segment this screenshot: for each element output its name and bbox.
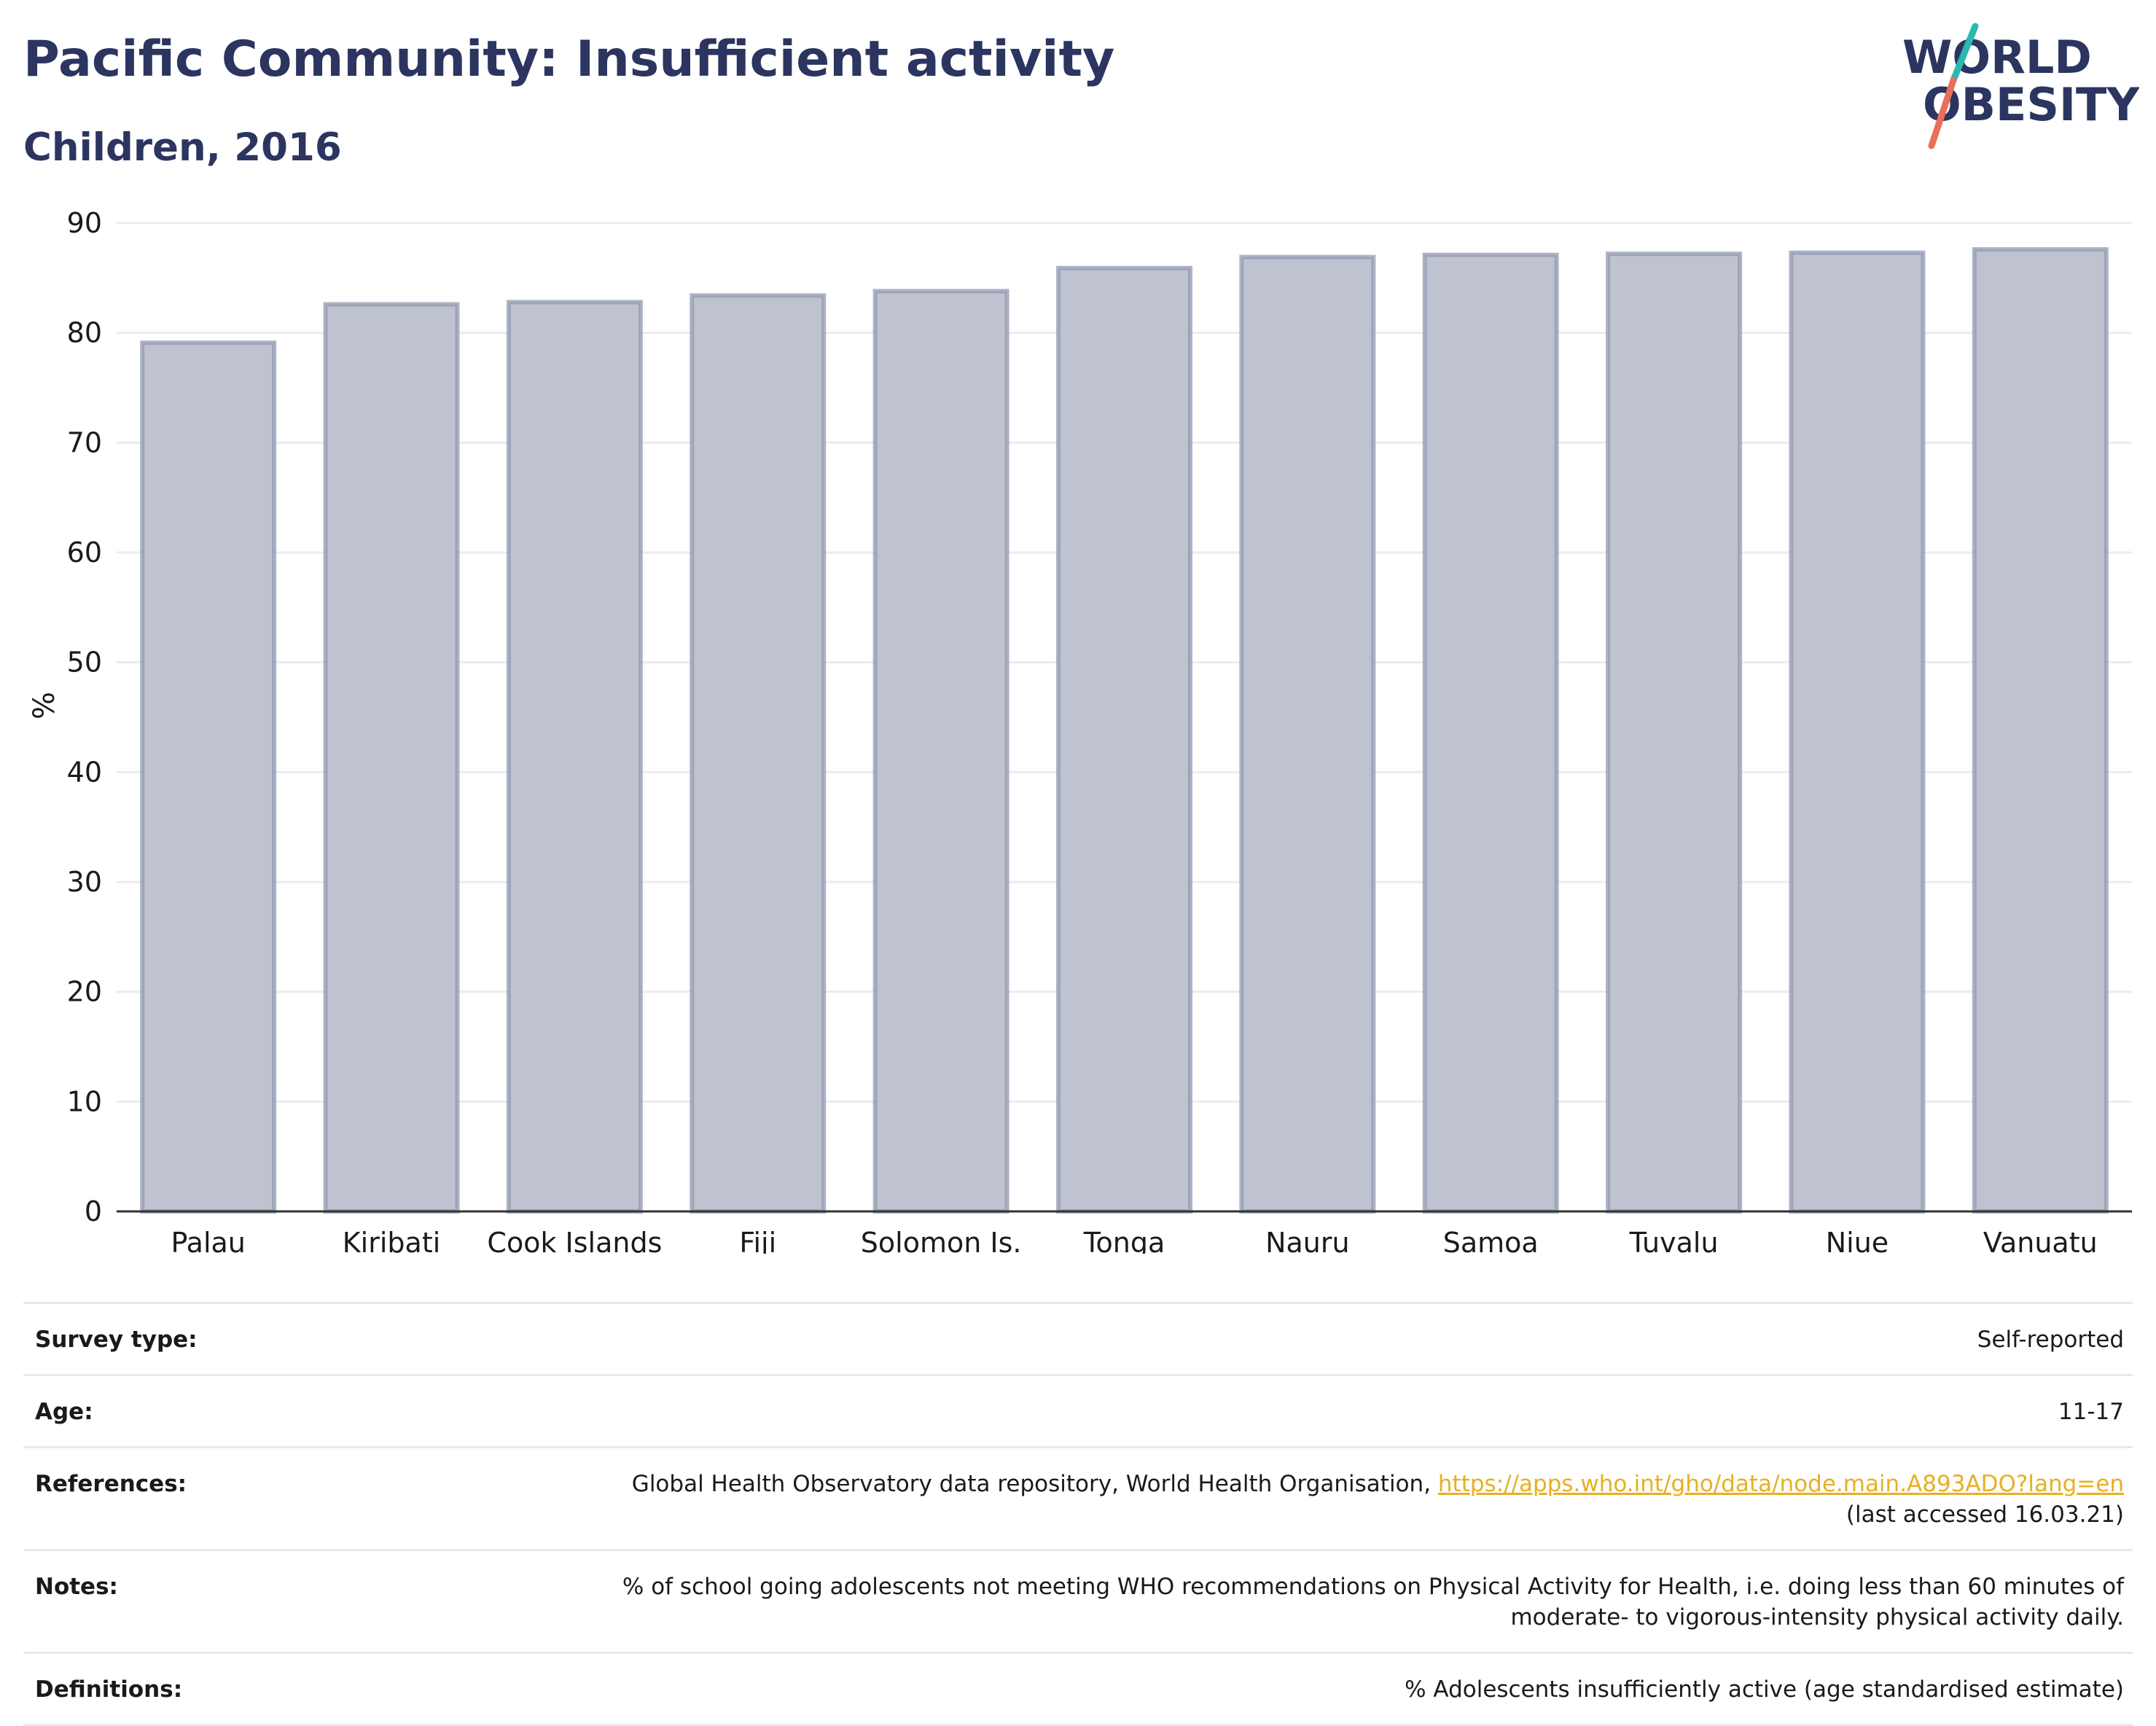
references-label: References: xyxy=(35,1471,187,1497)
chart-subtitle: Children, 2016 xyxy=(23,125,342,170)
notes-value: % of school going adolescents not meetin… xyxy=(622,1574,2124,1631)
bar-chart: 0 10 20 30 40 50 60 70 80 90 Palau Kiribati Cook Isl… xyxy=(28,207,2132,1254)
bar-kiribati xyxy=(323,302,460,1214)
x-tick-label: Kiribati xyxy=(343,1227,441,1254)
x-tick-label: Tonga xyxy=(1083,1227,1165,1254)
references-link[interactable]: https://apps.who.int/gho/data/node.main.… xyxy=(1437,1471,2124,1497)
bar-niue xyxy=(1789,250,1926,1214)
y-tick-label: 70 xyxy=(67,426,102,458)
info-table: Survey type: Self-reported Age: 11-17 Re… xyxy=(23,1302,2133,1726)
references-suffix: (last accessed 16.03.21) xyxy=(1846,1502,2124,1528)
definitions-label: Definitions: xyxy=(35,1676,183,1703)
logo-slash-top xyxy=(1950,23,1979,84)
references-value: Global Health Observatory data repositor… xyxy=(632,1469,2124,1530)
y-tick-label: 10 xyxy=(67,1085,102,1117)
x-tick-label: Vanuatu xyxy=(1983,1227,2098,1254)
bar-vanuatu xyxy=(1972,247,2109,1214)
survey-type-label: Survey type: xyxy=(35,1327,198,1353)
bar-cook-islands xyxy=(506,300,643,1214)
bar-palau xyxy=(140,340,277,1214)
x-tick-label: Tuvalu xyxy=(1629,1227,1719,1254)
logo-line-1: WORLD xyxy=(1902,31,2092,84)
logo-line-2: OBESITY xyxy=(1923,78,2139,131)
y-tick-label: 30 xyxy=(67,866,102,898)
y-tick-label: 40 xyxy=(67,756,102,788)
y-axis-label: % xyxy=(28,692,61,719)
info-row-references: References: Global Health Observatory da… xyxy=(23,1446,2133,1549)
x-tick-label: Niue xyxy=(1826,1227,1889,1254)
y-tick-label: 80 xyxy=(67,317,102,349)
bars xyxy=(140,247,2109,1214)
bar-solomon-is xyxy=(872,289,1009,1214)
bar-samoa xyxy=(1422,252,1559,1214)
y-tick-label: 90 xyxy=(67,207,102,239)
age-value: 11-17 xyxy=(2058,1399,2124,1425)
x-tick-label: Samoa xyxy=(1443,1227,1539,1254)
y-tick-label: 50 xyxy=(67,647,102,679)
x-tick-label: Nauru xyxy=(1265,1227,1350,1254)
bar-tonga xyxy=(1056,265,1192,1214)
x-tick-label: Palau xyxy=(171,1227,245,1254)
info-row-age: Age: 11-17 xyxy=(23,1374,2133,1446)
notes-label: Notes: xyxy=(35,1574,118,1600)
axes: 0 10 20 30 40 50 60 70 80 90 Palau Kiribati Cook Isl… xyxy=(67,207,2132,1254)
info-row-notes: Notes: % of school going adolescents not… xyxy=(23,1549,2133,1652)
x-tick-label: Fiji xyxy=(739,1227,776,1254)
bar-tuvalu xyxy=(1606,251,1743,1214)
bar-nauru xyxy=(1239,254,1376,1214)
y-tick-label: 60 xyxy=(67,536,102,569)
age-label: Age: xyxy=(35,1399,93,1425)
y-tick-label: 20 xyxy=(67,976,102,1008)
definitions-value: % Adolescents insufficiently active (age… xyxy=(1405,1676,2124,1703)
survey-type-value: Self-reported xyxy=(1977,1327,2124,1353)
x-tick-label: Solomon Is. xyxy=(861,1227,1022,1254)
bar-fiji xyxy=(690,293,827,1214)
world-obesity-logo: WORLD OBESITY xyxy=(1902,23,2139,149)
y-tick-label: 0 xyxy=(85,1195,102,1227)
chart-title: Pacific Community: Insufficient activity xyxy=(23,31,1115,88)
x-tick-label: Cook Islands xyxy=(487,1227,662,1254)
references-text: Global Health Observatory data repositor… xyxy=(631,1471,1438,1497)
info-row-definitions: Definitions: % Adolescents insufficientl… xyxy=(23,1652,2133,1726)
info-row-survey-type: Survey type: Self-reported xyxy=(23,1302,2133,1374)
logo-slash-bottom xyxy=(1928,77,1957,149)
